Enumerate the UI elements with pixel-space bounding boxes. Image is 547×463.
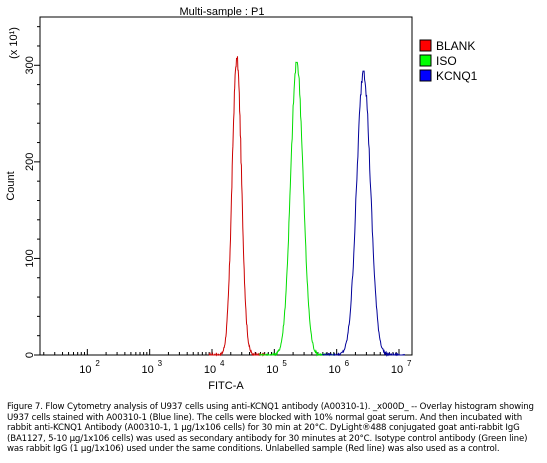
x-tick-exponent: 4 [220,359,225,368]
x-axis: 10 2 10 3 10 4 10 5 10 6 10 7 [43,349,412,376]
series-line-kcnq1 [321,70,406,357]
x-tick-exponent: 2 [95,359,100,368]
legend-label: KCNQ1 [436,69,478,83]
x-tick-label: 10 [266,364,278,376]
y-tick-label: 200 [24,153,36,171]
y-tick-label-group: 0 [24,352,36,358]
y-axis: 0 100 200 300 [24,26,40,358]
series-layer [208,56,406,357]
y-tick-label-group: 100 [24,249,36,267]
series-line-iso [259,61,335,357]
x-tick-label: 10 [142,364,154,376]
y-multiplier-label: (x 10¹) [8,27,20,59]
chart-title: Multi-sample : P1 [180,6,265,18]
y-tick-label-group: 300 [24,56,36,74]
figure-caption: Figure 7. Flow Cytometry analysis of U93… [7,402,542,455]
y-multiplier: (x 10¹) [8,27,20,59]
x-tick-label: 10 [391,364,403,376]
x-axis-title: FITC-A [208,380,244,392]
y-tick-label-group: 200 [24,153,36,171]
y-tick-label: 0 [24,352,36,358]
caption-line: was rabbit IgG (1 μg/1x106) used under t… [7,444,500,455]
legend-label: ISO [436,54,457,68]
series-line-blank [208,56,266,357]
caption-line: Figure 7. Flow Cytometry analysis of U93… [7,402,534,412]
legend-swatch-blank [419,39,432,52]
legend-label: BLANK [436,39,475,53]
caption-line: U937 cells stained with A00310-1 (Blue l… [7,412,523,423]
y-tick-label: 100 [24,249,36,267]
legend-swatch-iso [419,54,432,67]
x-tick-exponent: 5 [282,359,287,368]
y-axis-title-group: Count [5,171,17,200]
caption-line: rabbit anti-KCNQ1 Antibody (A00310-1, 1 … [7,423,520,434]
x-tick-exponent: 3 [158,359,163,368]
flow-cytometry-histogram: Multi-sample : P1 (x 10¹) Count FITC-A 1… [5,6,478,392]
caption-line: (BA1127, 5-10 μg/1x106 cells) was used a… [7,433,528,444]
x-tick-label: 10 [79,364,91,376]
legend-swatch-kcnq1 [419,69,432,82]
y-tick-label: 300 [24,56,36,74]
x-tick-exponent: 7 [407,359,412,368]
x-tick-label: 10 [329,364,341,376]
y-axis-title: Count [5,171,17,200]
x-tick-exponent: 6 [345,359,350,368]
x-tick-label: 10 [204,364,216,376]
plot-frame [39,16,413,356]
